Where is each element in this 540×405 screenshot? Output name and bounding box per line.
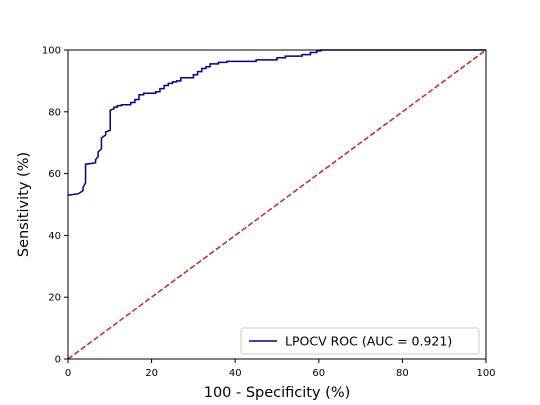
axes-frame	[67, 49, 487, 360]
x-tick-label: 40	[229, 368, 242, 379]
legend: LPOCV ROC (AUC = 0.921)	[240, 327, 480, 355]
legend-label: LPOCV ROC (AUC = 0.921)	[285, 334, 452, 349]
x-tick-label: 100	[476, 368, 495, 379]
y-tick-label: 40	[48, 231, 61, 242]
axis-ticks: 0 20 40 60 80 100 0 20 40 60 80 100	[42, 46, 496, 380]
y-axis-label: Sensitivity (%)	[16, 152, 32, 257]
y-tick-label: 20	[48, 293, 61, 304]
roc-curve-line	[67, 49, 486, 196]
x-tick-label: 20	[145, 368, 158, 379]
y-tick-label: 100	[42, 46, 61, 57]
legend-box	[240, 327, 480, 355]
x-tick-label: 60	[312, 368, 325, 379]
x-axis-label: 100 - Specificity (%)	[204, 385, 351, 401]
x-tick-label: 0	[65, 368, 71, 379]
y-tick-label: 0	[55, 355, 61, 366]
y-tick-label: 80	[48, 107, 61, 118]
plot-area	[67, 49, 487, 360]
y-tick-label: 60	[48, 169, 61, 180]
chance-diagonal-line	[67, 49, 487, 360]
x-tick-label: 80	[396, 368, 409, 379]
